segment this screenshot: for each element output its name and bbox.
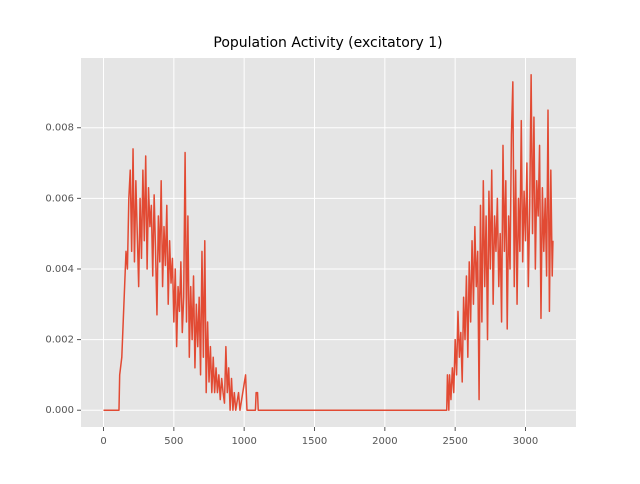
x-tick-label: 500 bbox=[164, 436, 183, 447]
x-tick-label: 2000 bbox=[372, 436, 397, 447]
y-tick-label: 0.004 bbox=[45, 264, 74, 275]
y-tick-label: 0.000 bbox=[45, 405, 74, 416]
x-tick-label: 1500 bbox=[302, 436, 327, 447]
y-tick-label: 0.008 bbox=[45, 123, 74, 134]
x-tick-label: 1000 bbox=[231, 436, 256, 447]
x-tick-label: 3000 bbox=[513, 436, 538, 447]
chart-title: Population Activity (excitatory 1) bbox=[213, 35, 442, 51]
x-tick-label: 0 bbox=[100, 436, 106, 447]
data-line bbox=[103, 74, 554, 411]
x-tick-label: 2500 bbox=[442, 436, 467, 447]
y-tick-label: 0.006 bbox=[45, 193, 74, 204]
y-tick-label: 0.002 bbox=[45, 335, 74, 346]
